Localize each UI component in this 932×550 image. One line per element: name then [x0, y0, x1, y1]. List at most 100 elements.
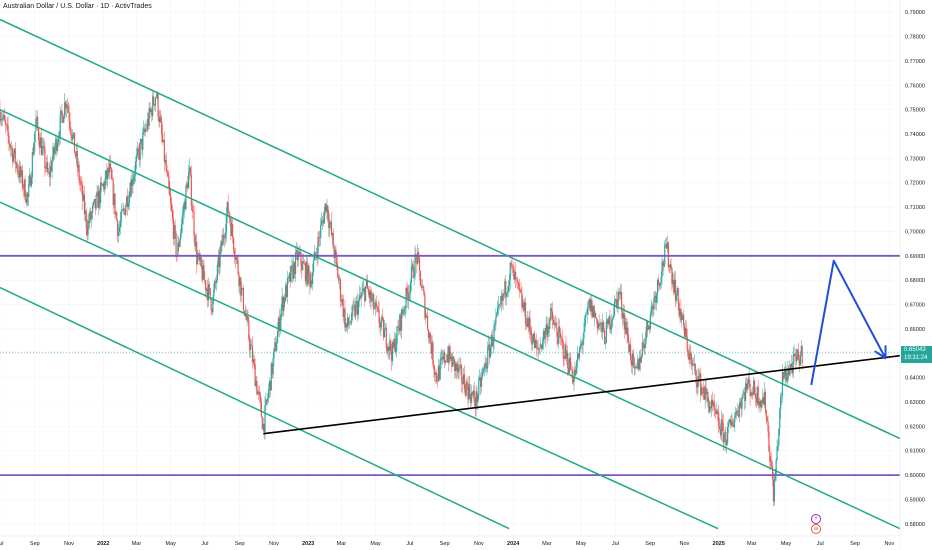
candle-body	[630, 360, 633, 366]
candle-body	[122, 208, 124, 211]
candle-body	[30, 177, 33, 187]
candle-body	[7, 124, 9, 136]
candle-body	[690, 353, 692, 357]
candle-body	[672, 280, 674, 284]
lightning-icon[interactable]: ⚡	[811, 514, 821, 524]
candle-body	[34, 130, 36, 143]
candle-body	[512, 266, 514, 267]
candle-body	[727, 422, 730, 428]
candle-body	[419, 270, 422, 286]
candle-body	[697, 376, 699, 388]
candle-body	[8, 135, 10, 144]
candle-body	[343, 308, 345, 317]
candle-body	[371, 299, 373, 301]
candle-body	[771, 461, 773, 467]
candle-body	[214, 281, 217, 283]
candle-body	[336, 256, 338, 266]
candle-body	[399, 314, 401, 331]
y-axis-panel[interactable]	[900, 0, 932, 550]
candle-body	[312, 260, 315, 273]
candle-body	[378, 309, 380, 324]
candle-body	[138, 151, 140, 160]
candle-body	[500, 295, 502, 305]
candle-body	[348, 323, 351, 325]
candle-body	[466, 381, 468, 388]
candle-body	[482, 369, 484, 373]
candle-body	[285, 285, 288, 298]
candle-body	[365, 286, 367, 301]
candle-body	[504, 280, 506, 295]
candle-body	[281, 296, 283, 309]
candle-body	[63, 117, 65, 123]
candle-body	[143, 128, 145, 133]
candle-body	[639, 357, 642, 363]
candle-body	[445, 360, 448, 362]
candle-body	[168, 176, 170, 189]
candle-body	[785, 369, 787, 381]
candle-body	[6, 124, 8, 126]
candle-body	[510, 262, 512, 264]
candle-body	[454, 363, 457, 372]
candle-body	[525, 323, 528, 327]
candle-body	[455, 363, 457, 371]
candle-body	[659, 282, 661, 287]
current-price-tag: 0.65043 19:31:24	[901, 346, 932, 364]
candle-body	[358, 294, 360, 302]
candle-body	[622, 313, 625, 319]
candle-body	[560, 338, 563, 339]
candle-body	[369, 290, 371, 299]
candle-body	[523, 303, 525, 311]
x-axis-panel[interactable]	[0, 536, 900, 550]
flag-icon[interactable]: ≡	[811, 524, 821, 534]
candle-body	[294, 252, 297, 274]
candle-body	[765, 410, 767, 418]
candle-body	[135, 161, 137, 174]
candle-body	[665, 244, 668, 249]
candle-body	[435, 372, 438, 382]
y-tick-label: 0.60000	[905, 473, 925, 479]
candle-body	[329, 223, 331, 229]
candle-body	[756, 386, 758, 403]
candle-body	[18, 172, 20, 178]
candle-body	[755, 397, 757, 403]
candle-body	[397, 326, 399, 328]
candle-body	[92, 202, 95, 206]
candle-body	[599, 323, 601, 326]
candle-body	[433, 364, 435, 370]
candle-body	[273, 348, 275, 359]
candle-body	[475, 391, 477, 409]
candle-body	[787, 369, 789, 379]
candle-body	[786, 378, 788, 381]
candle-body	[701, 387, 704, 389]
candle-body	[801, 346, 803, 364]
candle-body	[506, 292, 508, 297]
candle-body	[415, 254, 417, 256]
candle-body	[269, 380, 271, 391]
candle-body	[431, 342, 433, 354]
candle-body	[746, 383, 748, 390]
candle-body	[535, 340, 537, 348]
candle-body	[708, 401, 710, 412]
candle-body	[365, 280, 368, 287]
candle-body	[407, 293, 409, 301]
candle-body	[695, 370, 697, 384]
candle-body	[646, 321, 648, 333]
candle-body	[594, 312, 597, 318]
y-tick-label: 0.76000	[905, 83, 925, 89]
candle-body	[503, 293, 505, 295]
candle-body	[677, 288, 679, 304]
candle-body	[29, 175, 32, 187]
candle-body	[271, 363, 273, 375]
candle-body	[664, 245, 666, 265]
candle-body	[418, 258, 421, 271]
candle-body	[577, 353, 580, 358]
candle-body	[56, 143, 59, 152]
candle-body	[714, 410, 716, 411]
candle-body	[675, 294, 678, 301]
candle-body	[177, 242, 179, 257]
candle-body	[603, 322, 605, 331]
candle-body	[106, 170, 108, 180]
candle-body	[0, 119, 2, 121]
candle-body	[760, 400, 762, 408]
